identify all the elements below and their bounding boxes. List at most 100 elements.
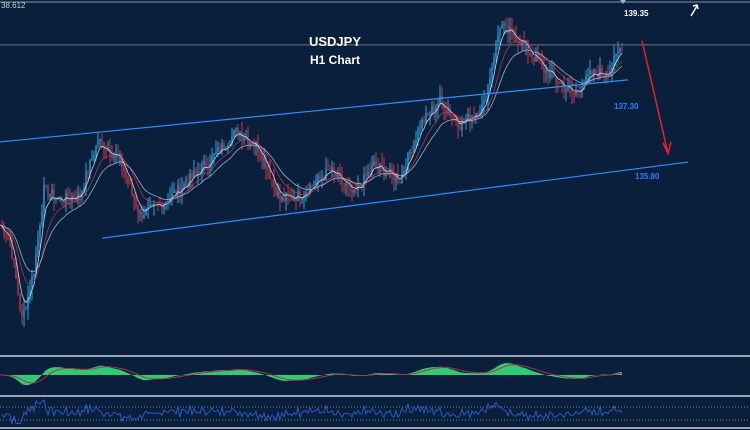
candle-body xyxy=(193,171,195,178)
candle-body xyxy=(155,203,157,205)
candle-body xyxy=(533,57,535,62)
candle-body xyxy=(359,185,361,187)
candle-body xyxy=(25,308,27,310)
candle-body xyxy=(167,201,169,203)
candle-body xyxy=(19,294,21,310)
candle-body xyxy=(285,193,287,201)
candle-body xyxy=(293,198,295,200)
candle-body xyxy=(77,192,79,201)
moving-average-5 xyxy=(0,29,623,304)
candle-body xyxy=(437,103,439,107)
candle-body xyxy=(519,42,521,45)
candle-body xyxy=(197,171,199,173)
candle-body xyxy=(189,173,191,186)
forecast-arrow-down-icon xyxy=(641,40,669,154)
candle-body xyxy=(91,158,93,161)
candle-body xyxy=(201,164,203,175)
candle-body xyxy=(35,253,37,274)
candle-body xyxy=(105,149,107,151)
channel-lower-line xyxy=(101,161,689,239)
candle-body xyxy=(467,113,469,120)
price-readout: 38.612 xyxy=(1,1,26,10)
candle-body xyxy=(279,191,281,201)
candle-body xyxy=(217,147,219,152)
candle-body xyxy=(145,208,147,216)
candle-body xyxy=(621,48,623,51)
candle-body xyxy=(343,183,345,185)
candle-body xyxy=(337,172,339,177)
candle-body xyxy=(415,139,417,143)
candle-body xyxy=(79,192,81,197)
candle-body xyxy=(549,72,551,78)
candle-body xyxy=(453,116,455,118)
candle-body xyxy=(299,191,301,201)
candle-body xyxy=(41,211,43,226)
candle-body xyxy=(421,119,423,129)
candle-body xyxy=(63,201,65,203)
candle-body xyxy=(289,195,291,197)
candle-body xyxy=(413,142,415,153)
candle-body xyxy=(547,70,549,78)
candle-body xyxy=(347,184,349,186)
candle-body xyxy=(127,176,129,183)
candle-body xyxy=(315,181,317,185)
candle-body xyxy=(75,198,77,201)
candle-body xyxy=(405,168,407,172)
candle-body xyxy=(9,237,11,240)
candle-body xyxy=(535,55,537,62)
candle-body xyxy=(113,155,115,159)
candle-body xyxy=(115,154,117,156)
candle-body xyxy=(175,190,177,195)
arrow-up-right-icon xyxy=(690,4,699,17)
candle-body xyxy=(571,88,573,93)
candle-body xyxy=(45,184,47,186)
candle-body xyxy=(43,184,45,212)
candle-body xyxy=(219,147,221,153)
candle-body xyxy=(89,160,91,174)
candle-body xyxy=(431,106,433,114)
candle-body xyxy=(23,309,25,317)
level-label-139-35: 139.35 xyxy=(624,9,649,18)
candle-body xyxy=(611,67,613,72)
candle-body xyxy=(591,70,593,76)
candle-body xyxy=(185,183,187,185)
candle-body xyxy=(527,42,529,53)
candle-body xyxy=(227,145,229,149)
candle-body xyxy=(399,182,401,184)
candle-body xyxy=(555,77,557,82)
candle-body xyxy=(567,86,569,90)
candle-body xyxy=(447,110,449,112)
candle-body xyxy=(81,190,83,197)
candle-body xyxy=(149,204,151,207)
candle-body xyxy=(495,42,497,59)
candle-body xyxy=(125,171,127,177)
candle-body xyxy=(617,51,619,54)
candle-body xyxy=(335,172,337,177)
candle-body xyxy=(561,82,563,85)
candle-body xyxy=(39,225,41,239)
candle-body xyxy=(375,161,377,166)
candle-body xyxy=(5,235,7,238)
channel-upper-line xyxy=(0,79,629,143)
candle-body xyxy=(321,177,323,179)
candle-body xyxy=(173,190,175,193)
moving-average-20 xyxy=(0,49,623,273)
candle-body xyxy=(457,122,459,129)
candle-body xyxy=(51,189,53,195)
candle-body xyxy=(481,104,483,113)
candle-body xyxy=(551,71,553,73)
candle-body xyxy=(563,84,565,91)
candle-body xyxy=(499,28,501,36)
candle-body xyxy=(503,23,505,26)
candle-body xyxy=(295,198,297,202)
candle-body xyxy=(487,84,489,101)
candle-body xyxy=(251,142,253,146)
candle-body xyxy=(331,167,333,170)
candle-body xyxy=(419,128,421,130)
candle-body xyxy=(615,53,617,57)
candle-body xyxy=(141,211,143,219)
candle-body xyxy=(111,155,113,159)
candle-body xyxy=(85,171,87,188)
moving-average-12 xyxy=(0,41,623,285)
